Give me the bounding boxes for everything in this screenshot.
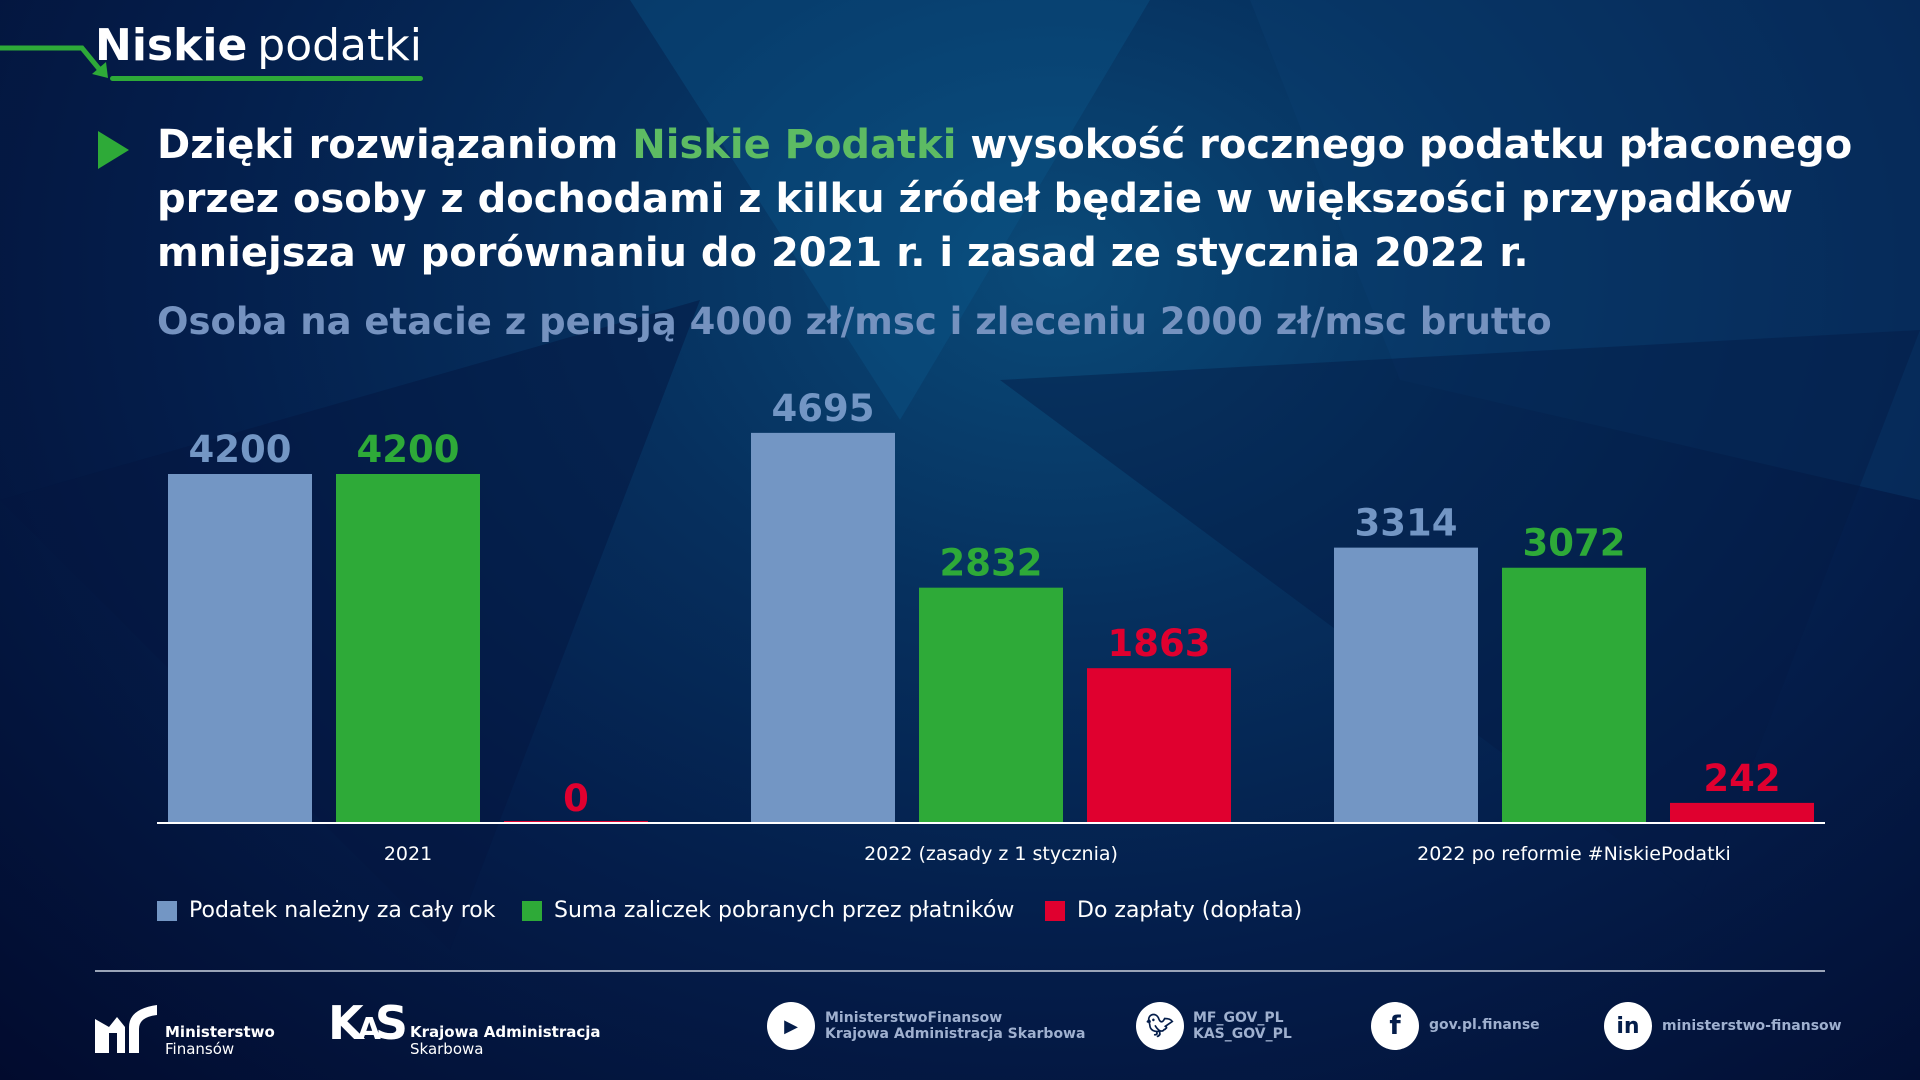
legend-swatch <box>522 900 542 921</box>
kas-logo-text: Krajowa Administracja Skarbowa <box>410 1024 601 1058</box>
linkedin-link[interactable]: ministerstwo-finansow <box>1662 1018 1842 1034</box>
legend-swatch <box>157 900 177 921</box>
facebook-icon[interactable]: f <box>1371 1002 1419 1050</box>
data-label: 4200 <box>357 428 460 471</box>
bar <box>1087 668 1231 823</box>
category-label: 2021 <box>384 843 432 865</box>
youtube-line2: Krajowa Administracja Skarbowa <box>825 1026 1086 1042</box>
kas-line1: Krajowa Administracja <box>410 1023 601 1041</box>
brand-bold: Niskie <box>95 20 248 71</box>
brand-light: podatki <box>257 20 422 71</box>
data-label: 3072 <box>1523 522 1626 565</box>
legend-label: Do zapłaty (dopłata) <box>1077 898 1303 923</box>
facebook-link[interactable]: gov.pl.finanse <box>1429 1017 1540 1033</box>
mf-logo-icon <box>95 1005 157 1053</box>
headline-highlight: Niskie Podatki <box>632 122 957 168</box>
bar <box>1670 802 1814 823</box>
twitter-icon[interactable]: 🐦︎ <box>1136 1002 1184 1050</box>
legend-label: Suma zaliczek pobranych przez płatników <box>554 898 1015 923</box>
data-label: 0 <box>563 777 589 820</box>
youtube-icon[interactable]: ▶ <box>767 1002 815 1050</box>
footer-divider <box>95 970 1825 972</box>
linkedin-icon[interactable]: in <box>1604 1002 1652 1050</box>
bar <box>336 474 480 823</box>
legend-swatch <box>1045 900 1065 921</box>
twitter-line1: MF_GOV_PL <box>1193 1010 1284 1026</box>
brand-logo: Niskie podatki <box>95 20 422 71</box>
data-label: 2832 <box>940 542 1043 585</box>
category-label: 2022 po reformie #NiskiePodatki <box>1417 843 1731 865</box>
bar <box>1502 567 1646 823</box>
data-label: 3314 <box>1355 502 1458 545</box>
data-label: 1863 <box>1108 622 1211 665</box>
mf-line2: Finansów <box>165 1040 235 1058</box>
legend-item: Do zapłaty (dopłata) <box>1045 898 1302 923</box>
category-label: 2022 (zasady z 1 stycznia) <box>864 843 1118 865</box>
bar <box>751 432 895 823</box>
headline-part: Dzięki rozwiązaniom <box>157 122 633 168</box>
bar <box>1334 547 1478 823</box>
headline-part: wysokość rocznego podatku płaconego prze… <box>157 122 1853 276</box>
bar <box>168 474 312 823</box>
play-bullet-icon <box>98 131 129 169</box>
twitter-link[interactable]: MF_GOV_PL KAS_GOV_PL <box>1193 1010 1292 1042</box>
data-label: 4695 <box>772 387 875 430</box>
x-axis-line <box>157 822 1825 824</box>
mf-logo-text: Ministerstwo Finansów <box>165 1024 275 1058</box>
kas-logo-icon: KAS <box>328 996 408 1050</box>
twitter-line2: KAS_GOV_PL <box>1193 1026 1292 1042</box>
youtube-line1: MinisterstwoFinansow <box>825 1010 1003 1026</box>
bar <box>919 587 1063 823</box>
trend-arrow-icon <box>0 45 108 78</box>
youtube-link[interactable]: MinisterstwoFinansow Krajowa Administracj… <box>825 1010 1085 1042</box>
brand-underline <box>110 76 423 81</box>
data-label: 4200 <box>189 428 292 471</box>
legend-item: Podatek należny za cały rok <box>157 898 496 923</box>
subtitle: Osoba na etacie z pensją 4000 zł/msc i z… <box>157 300 1552 343</box>
legend-label: Podatek należny za cały rok <box>189 898 496 923</box>
data-label: 242 <box>1703 757 1780 800</box>
kas-line2: Skarbowa <box>410 1040 484 1058</box>
legend-item: Suma zaliczek pobranych przez płatników <box>522 898 1014 923</box>
headline: Dzięki rozwiązaniom Niskie Podatki wysok… <box>157 118 1877 280</box>
mf-line1: Ministerstwo <box>165 1023 275 1041</box>
